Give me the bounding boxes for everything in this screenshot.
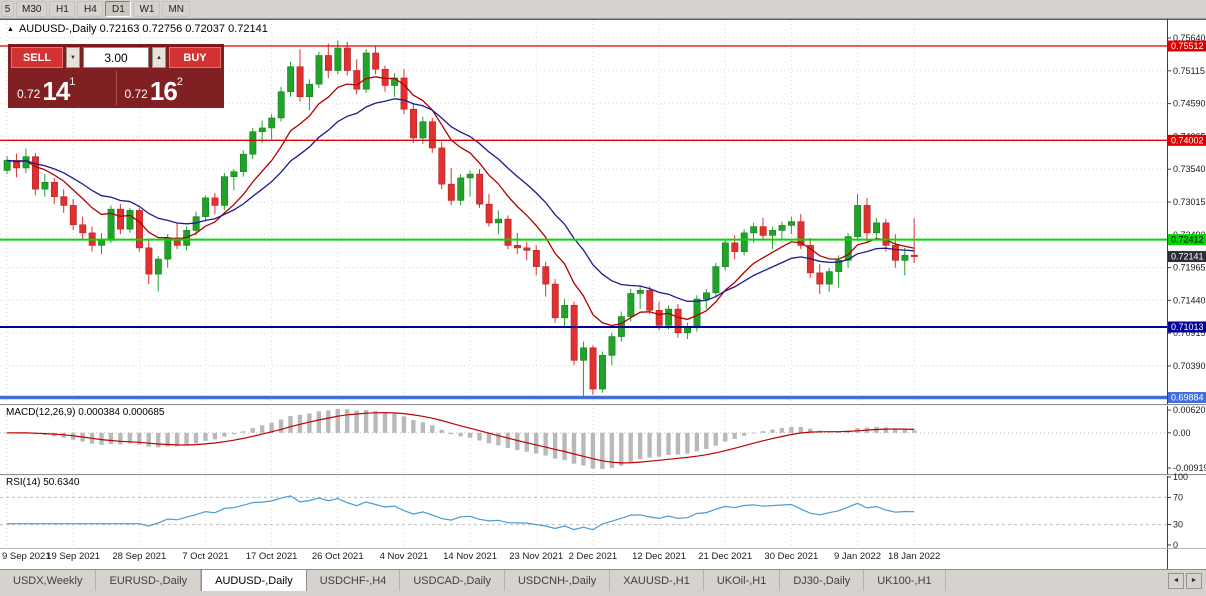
svg-text:0.72141: 0.72141 — [1171, 252, 1204, 262]
svg-text:0.70390: 0.70390 — [1173, 361, 1206, 371]
macd-indicator-label: MACD(12,26,9) 0.000384 0.000685 — [6, 407, 165, 418]
macd-pane: 0.006201 0.00 -0.00919 — [0, 405, 1206, 473]
svg-text:14 Nov 2021: 14 Nov 2021 — [443, 551, 497, 562]
svg-text:26 Oct 2021: 26 Oct 2021 — [312, 551, 364, 562]
tab-usdchf-h4[interactable]: USDCHF-,H4 — [306, 570, 401, 591]
svg-text:30 Dec 2021: 30 Dec 2021 — [764, 551, 818, 562]
bid-pip-digit: 1 — [69, 76, 76, 88]
svg-text:0.69884: 0.69884 — [1171, 393, 1204, 403]
chart-title: ▲ AUDUSD-,Daily 0.72163 0.72756 0.72037 … — [7, 23, 268, 35]
timeframe-h4-button[interactable]: H4 — [77, 1, 104, 17]
svg-text:19 Sep 2021: 19 Sep 2021 — [46, 551, 100, 562]
svg-text:70: 70 — [1173, 492, 1183, 502]
svg-text:9 Jan 2022: 9 Jan 2022 — [834, 551, 881, 562]
tabs-scroll-controls: ◄ ► — [1164, 570, 1206, 591]
tab-usdcnh-daily[interactable]: USDCNH-,Daily — [504, 570, 611, 591]
ask-prefix: 0.72 — [124, 87, 148, 101]
grid — [0, 20, 1167, 545]
buy-price-button[interactable]: 0.72 16 2 — [119, 71, 222, 105]
svg-text:0.72412: 0.72412 — [1171, 235, 1204, 245]
price-divider — [115, 71, 117, 105]
svg-text:21 Dec 2021: 21 Dec 2021 — [698, 551, 752, 562]
tab-usdcad-daily[interactable]: USDCAD-,Daily — [400, 570, 505, 591]
timeframe-5-button[interactable]: 5 — [1, 1, 14, 17]
bid-prefix: 0.72 — [17, 87, 41, 101]
chart-canvas[interactable]: 0.756400.751150.745900.740650.735400.730… — [0, 19, 1206, 569]
ask-pip-digit: 2 — [176, 76, 183, 88]
svg-text:0.75115: 0.75115 — [1173, 66, 1205, 76]
candles-series — [3, 40, 918, 397]
svg-text:0: 0 — [1173, 540, 1178, 550]
timeframe-h1-button[interactable]: H1 — [49, 1, 76, 17]
timeframe-m30-button[interactable]: M30 — [16, 1, 48, 17]
svg-text:100: 100 — [1173, 472, 1188, 482]
svg-text:18 Jan 2022: 18 Jan 2022 — [888, 551, 940, 562]
tabs-scroll-left-button[interactable]: ◄ — [1168, 572, 1184, 589]
svg-text:0.006201: 0.006201 — [1173, 405, 1206, 415]
svg-text:0.74590: 0.74590 — [1173, 99, 1206, 109]
moving-averages — [6, 76, 915, 327]
chart-title-text: AUDUSD-,Daily 0.72163 0.72756 0.72037 0.… — [18, 23, 268, 35]
svg-text:7 Oct 2021: 7 Oct 2021 — [182, 551, 228, 562]
timeframe-mn-button[interactable]: MN — [162, 1, 191, 17]
svg-text:0.75512: 0.75512 — [1171, 41, 1204, 51]
svg-text:0.73540: 0.73540 — [1173, 164, 1206, 174]
timeframe-toolbar: 5 M30 H1 H4 D1 W1 MN — [0, 0, 1206, 19]
svg-text:23 Nov 2021: 23 Nov 2021 — [509, 551, 563, 562]
bid-big-digits: 14 — [42, 76, 70, 106]
sell-button[interactable]: SELL — [11, 47, 63, 68]
svg-text:12 Dec 2021: 12 Dec 2021 — [632, 551, 686, 562]
svg-text:-0.00919: -0.00919 — [1173, 463, 1206, 473]
svg-text:0.75640: 0.75640 — [1173, 33, 1206, 43]
tab-uk100-h1[interactable]: UK100-,H1 — [864, 570, 946, 591]
svg-text:0.74002: 0.74002 — [1171, 135, 1204, 145]
chart-tabs-bar: USDX,Weekly EURUSD-,Daily AUDUSD-,Daily USD… — [0, 569, 1206, 591]
volume-increase-button[interactable]: ▲ — [152, 47, 166, 68]
svg-text:2 Dec 2021: 2 Dec 2021 — [569, 551, 618, 562]
rsi-indicator-label: RSI(14) 50.6340 — [6, 477, 80, 488]
svg-text:9 Sep 2021: 9 Sep 2021 — [2, 551, 51, 562]
ask-big-digits: 16 — [149, 76, 178, 106]
volume-input[interactable] — [83, 47, 149, 68]
timeframe-d1-button[interactable]: D1 — [105, 1, 132, 17]
tab-dj30-daily[interactable]: DJ30-,Daily — [780, 570, 865, 591]
current-price-badge: 0.72141 — [1168, 251, 1206, 263]
volume-decrease-button[interactable]: ▼ — [66, 47, 80, 68]
svg-text:0.71013: 0.71013 — [1171, 322, 1204, 332]
svg-text:30: 30 — [1173, 520, 1183, 530]
svg-text:0.71440: 0.71440 — [1173, 295, 1206, 305]
svg-text:0.71965: 0.71965 — [1173, 263, 1206, 273]
svg-text:0.73015: 0.73015 — [1173, 197, 1206, 207]
svg-text:17 Oct 2021: 17 Oct 2021 — [246, 551, 298, 562]
collapse-triangle-icon[interactable]: ▲ — [7, 25, 14, 33]
tab-xauusd-h1[interactable]: XAUUSD-,H1 — [610, 570, 704, 591]
sell-price-button[interactable]: 0.72 14 1 — [11, 71, 114, 105]
buy-button[interactable]: BUY — [169, 47, 221, 68]
tab-eurusd-daily[interactable]: EURUSD-,Daily — [96, 570, 202, 591]
timeframe-w1-button[interactable]: W1 — [133, 1, 161, 17]
rsi-pane: 100 70 30 0 — [0, 472, 1188, 550]
svg-text:0.70915: 0.70915 — [1173, 328, 1206, 338]
svg-text:4 Nov 2021: 4 Nov 2021 — [380, 551, 429, 562]
tabs-scroll-right-button[interactable]: ► — [1186, 572, 1202, 589]
svg-text:28 Sep 2021: 28 Sep 2021 — [112, 551, 166, 562]
tab-usdx-weekly[interactable]: USDX,Weekly — [0, 570, 97, 591]
tab-audusd-daily[interactable]: AUDUSD-,Daily — [201, 569, 307, 591]
tab-ukoil-h1[interactable]: UKOil-,H1 — [703, 570, 781, 591]
svg-text:0.00: 0.00 — [1173, 428, 1191, 438]
